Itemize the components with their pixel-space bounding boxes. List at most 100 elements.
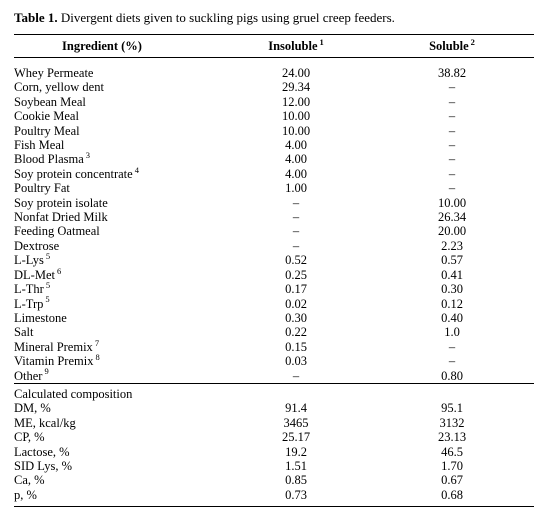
table-row: Other 9 – 0.80 [14,366,534,384]
ingredient-name: Cookie Meal [14,109,79,124]
ingredient-name: Soy protein concentrate 4 [14,164,139,181]
soluble-value: 20.00 [437,224,467,239]
table-row: ME, kcal/kg 3465 3132 [14,416,534,430]
soluble-value: – [448,138,456,153]
insoluble-value: – [292,210,300,225]
footnote-marker: 3 [85,150,91,161]
footnote-marker: 5 [45,279,51,290]
insoluble-value: 91.4 [285,401,307,416]
table-row: SID Lys, % 1.51 1.70 [14,459,534,473]
insoluble-value: 12.00 [281,94,311,109]
soluble-value: – [448,166,456,181]
soluble-value: 1.70 [441,458,463,473]
table-row: L-Trp 5 0.02 0.12 [14,294,534,311]
ingredient-name: Corn, yellow dent [14,80,104,95]
footnote-marker: 6 [56,265,62,276]
soluble-value: 3132 [439,415,465,430]
insoluble-value: 24.00 [281,66,311,80]
insoluble-value: 10.00 [281,109,311,124]
soluble-value: 0.80 [441,368,463,383]
table-row: p, % 0.73 0.68 [14,487,534,508]
table-row: Dextrose – 2.23 [14,239,534,253]
table-row: Soybean Meal 12.00 – [14,95,534,109]
insoluble-value: 25.17 [281,430,311,445]
composition-heading: Calculated composition [14,382,222,402]
composition-name: Ca, % [14,473,45,488]
soluble-value: 10.00 [437,195,467,210]
empty-cell [222,382,370,402]
ingredient-name: Poultry Fat [14,181,70,196]
table-row: DL-Met 6 0.25 0.41 [14,265,534,282]
insoluble-value: 0.25 [285,267,307,282]
soluble-value: 95.1 [441,401,463,416]
insoluble-value: 29.34 [281,80,311,95]
insoluble-value: 10.00 [281,123,311,138]
table-row: Feeding Oatmeal – 20.00 [14,224,534,238]
soluble-value: 0.57 [441,253,463,268]
ingredient-name: Other 9 [14,366,49,383]
composition-name: SID Lys, % [14,458,72,473]
insoluble-value: 0.85 [285,473,307,488]
soluble-value: – [448,94,456,109]
insoluble-value: 4.00 [285,166,307,181]
insoluble-value: 0.02 [285,296,307,311]
insoluble-value: – [292,238,300,253]
table-row: L-Thr 5 0.17 0.30 [14,279,534,297]
caption-text: Divergent diets given to suckling pigs u… [60,10,395,25]
table-row: Vitamin Premix 8 0.03 – [14,351,534,369]
ingredient-name: Soy protein isolate [14,195,108,210]
ingredient-name: L-Trp 5 [14,294,50,311]
ingredient-name: L-Lys 5 [14,251,51,268]
insoluble-value: 0.15 [285,339,307,354]
footnote-marker: 8 [95,351,100,362]
empty-cell [370,382,534,402]
ingredient-name: Limestone [14,310,67,325]
table-row: DM, % 91.4 95.1 [14,401,534,415]
table-row: Salt 0.22 1.0 [14,325,534,339]
insoluble-value: 0.73 [222,487,370,508]
insoluble-value: 3465 [283,415,309,430]
soluble-value: 46.5 [441,444,463,459]
insoluble-value: 19.2 [285,444,307,459]
soluble-value: – [448,152,456,167]
footnote-marker: 7 [94,337,100,348]
footnote-marker: 5 [45,294,50,305]
header-ingredient: Ingredient (%) [14,34,222,58]
insoluble-value: 0.17 [285,282,307,297]
insoluble-value: 1.51 [285,458,307,473]
footnote-marker: 4 [134,164,139,175]
ingredient-name: Mineral Premix 7 [14,337,100,354]
ingredient-name: L-Thr 5 [14,279,51,297]
ingredient-name: Fish Meal [14,138,65,153]
soluble-value: 0.12 [441,296,463,311]
ingredient-name: Vitamin Premix 8 [14,351,100,369]
soluble-value: – [448,181,456,196]
table-row: Blood Plasma 3 4.00 – [14,150,534,167]
insoluble-value: – [292,195,300,210]
table-row: Lactose, % 19.2 46.5 [14,445,534,459]
table-caption: Table 1. Divergent diets given to suckli… [14,10,395,26]
soluble-value: – [448,80,456,95]
header-soluble: Soluble 2 [370,34,534,58]
soluble-value: – [448,123,456,138]
soluble-value: 0.41 [441,267,463,282]
ingredient-name: Dextrose [14,238,60,253]
insoluble-value: 0.22 [285,325,307,340]
insoluble-value: 4.00 [285,138,307,153]
table-row: CP, % 25.17 23.13 [14,430,534,444]
table-row: Poultry Meal 10.00 – [14,124,534,138]
composition-name: Lactose, % [14,444,70,459]
insoluble-value: 1.00 [285,181,307,196]
ingredient-name: Salt [14,325,34,340]
ingredient-name: Feeding Oatmeal [14,224,100,239]
table-row: Mineral Premix 7 0.15 – [14,337,534,354]
insoluble-value: 0.03 [285,354,307,369]
header-row: Ingredient (%) Insoluble 1 Soluble 2 [14,34,534,58]
ingredient-name: Soybean Meal [14,94,86,109]
table-row: Cookie Meal 10.00 – [14,109,534,123]
ingredient-name: DL-Met 6 [14,265,62,282]
insoluble-value: 0.30 [285,310,307,325]
soluble-value: 38.82 [437,66,467,80]
table-row: Corn, yellow dent 29.34 – [14,80,534,94]
table-row: Whey Permeate 24.00 38.82 [14,58,534,81]
